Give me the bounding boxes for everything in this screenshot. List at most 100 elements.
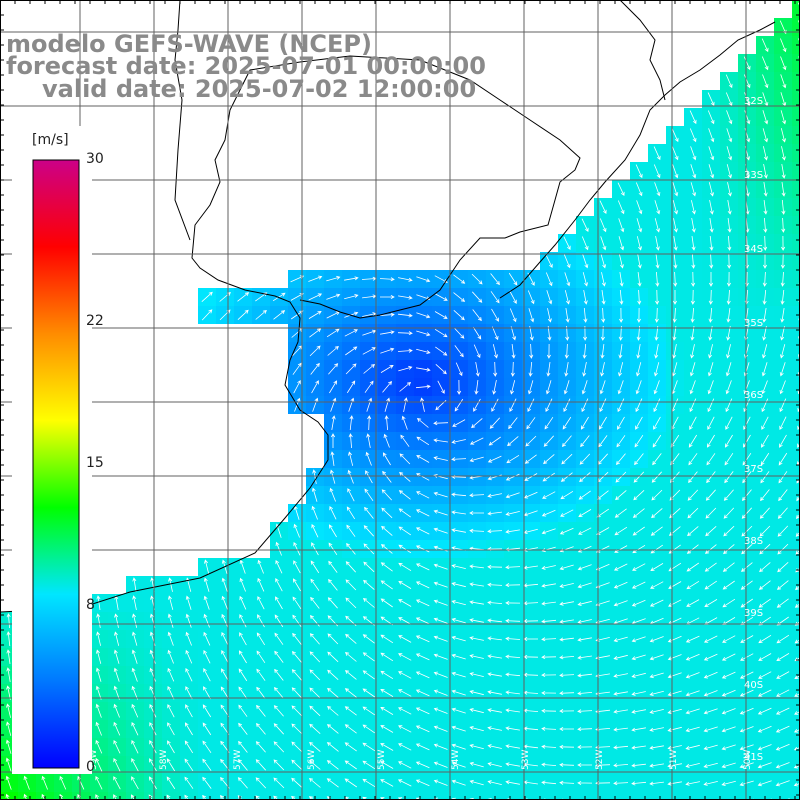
wind-arrow bbox=[238, 740, 248, 753]
wind-arrow bbox=[273, 705, 284, 717]
wind-arrow bbox=[686, 544, 699, 554]
wind-arrow bbox=[780, 308, 785, 323]
wind-arrow bbox=[560, 509, 574, 517]
latitude-label: 39S bbox=[744, 608, 763, 619]
wind-arrow bbox=[541, 655, 557, 660]
wind-arrow bbox=[221, 631, 229, 646]
wind-arrow bbox=[291, 795, 297, 800]
wind-arrow bbox=[635, 416, 643, 430]
wind-arrow bbox=[487, 654, 502, 659]
wind-arrow bbox=[487, 511, 502, 516]
wind-arrow bbox=[742, 452, 752, 466]
wind-arrow bbox=[655, 236, 660, 251]
wind-arrow bbox=[559, 601, 574, 606]
wind-arrow bbox=[363, 561, 375, 573]
wind-speed-cell bbox=[270, 792, 288, 800]
wind-arrow bbox=[565, 308, 570, 323]
wind-arrow bbox=[671, 146, 679, 161]
wind-arrow bbox=[328, 578, 338, 591]
wind-arrow bbox=[637, 289, 642, 305]
wind-arrow bbox=[708, 146, 715, 161]
wind-arrow bbox=[488, 436, 501, 446]
wind-speed-cell bbox=[792, 540, 800, 558]
wind-arrow bbox=[708, 164, 715, 179]
wind-arrow bbox=[344, 742, 357, 752]
wind-arrow bbox=[689, 362, 696, 377]
wind-arrow bbox=[667, 708, 682, 715]
wind-arrow bbox=[559, 726, 574, 732]
wind-arrow bbox=[238, 686, 248, 700]
wind-arrow bbox=[434, 311, 448, 319]
wind-arrow bbox=[524, 473, 538, 481]
wind-arrow bbox=[291, 759, 303, 771]
wind-arrow bbox=[433, 725, 448, 732]
wind-arrow bbox=[454, 345, 464, 358]
wind-arrow bbox=[203, 595, 210, 610]
wind-arrow bbox=[523, 491, 538, 499]
wind-arrow bbox=[366, 433, 371, 448]
wind-arrow bbox=[741, 544, 753, 555]
wind-arrow bbox=[723, 544, 735, 555]
wind-arrow bbox=[651, 489, 663, 501]
wind-arrow bbox=[362, 742, 376, 752]
wind-arrow bbox=[740, 635, 754, 643]
wind-speed-cell bbox=[378, 792, 396, 800]
longitude-label: 56W bbox=[307, 750, 317, 770]
wind-arrow bbox=[781, 146, 786, 161]
wind-arrow bbox=[650, 563, 664, 572]
wind-arrow bbox=[131, 667, 138, 682]
wind-arrow bbox=[667, 654, 682, 661]
wind-arrow bbox=[577, 637, 592, 642]
wind-arrow bbox=[274, 650, 284, 663]
wind-arrow bbox=[308, 293, 323, 301]
wind-arrow bbox=[366, 397, 373, 412]
wind-arrow bbox=[398, 490, 411, 500]
wind-speed-cell bbox=[720, 792, 738, 800]
wind-arrow bbox=[415, 635, 430, 643]
wind-arrow bbox=[273, 759, 285, 771]
wind-arrow bbox=[309, 345, 321, 357]
wind-arrow bbox=[631, 654, 646, 661]
wind-arrow bbox=[762, 344, 768, 359]
wind-arrow bbox=[726, 289, 731, 305]
wind-arrow bbox=[721, 780, 736, 786]
wind-speed-cell bbox=[792, 0, 800, 18]
wind-arrow bbox=[415, 509, 430, 517]
wind-arrow bbox=[582, 254, 589, 269]
wind-arrow bbox=[721, 762, 736, 769]
wind-arrow bbox=[326, 742, 339, 752]
wind-arrow bbox=[403, 397, 408, 412]
wind-arrow bbox=[380, 670, 394, 680]
wind-arrow bbox=[469, 437, 484, 445]
wind-arrow bbox=[433, 599, 448, 606]
wind-arrow bbox=[237, 309, 249, 320]
wind-arrow bbox=[331, 415, 336, 430]
wind-arrow bbox=[5, 739, 12, 754]
wind-arrow bbox=[709, 235, 714, 251]
wind-speed-cell bbox=[792, 180, 800, 198]
wind-arrow bbox=[722, 562, 735, 572]
wind-arrow bbox=[167, 649, 174, 664]
wind-arrow bbox=[185, 686, 193, 700]
wind-arrow bbox=[167, 722, 175, 736]
wind-arrow bbox=[344, 706, 357, 716]
wind-speed-cell bbox=[792, 522, 800, 540]
wind-arrow bbox=[668, 581, 682, 589]
wind-arrow bbox=[708, 182, 714, 197]
wind-arrow bbox=[398, 653, 412, 661]
wind-arrow bbox=[706, 434, 715, 448]
wind-arrow bbox=[672, 200, 679, 215]
wind-arrow bbox=[636, 362, 642, 377]
wind-arrow bbox=[398, 725, 412, 733]
wind-speed-cell bbox=[252, 792, 270, 800]
wind-arrow bbox=[238, 722, 248, 735]
wind-arrow bbox=[415, 779, 430, 787]
wind-arrow bbox=[505, 529, 520, 534]
wind-arrow bbox=[132, 577, 137, 592]
wind-arrow bbox=[327, 345, 339, 356]
wind-arrow bbox=[344, 670, 357, 680]
wind-arrow bbox=[541, 690, 557, 695]
wind-arrow bbox=[167, 704, 175, 718]
wind-arrow bbox=[655, 289, 660, 305]
